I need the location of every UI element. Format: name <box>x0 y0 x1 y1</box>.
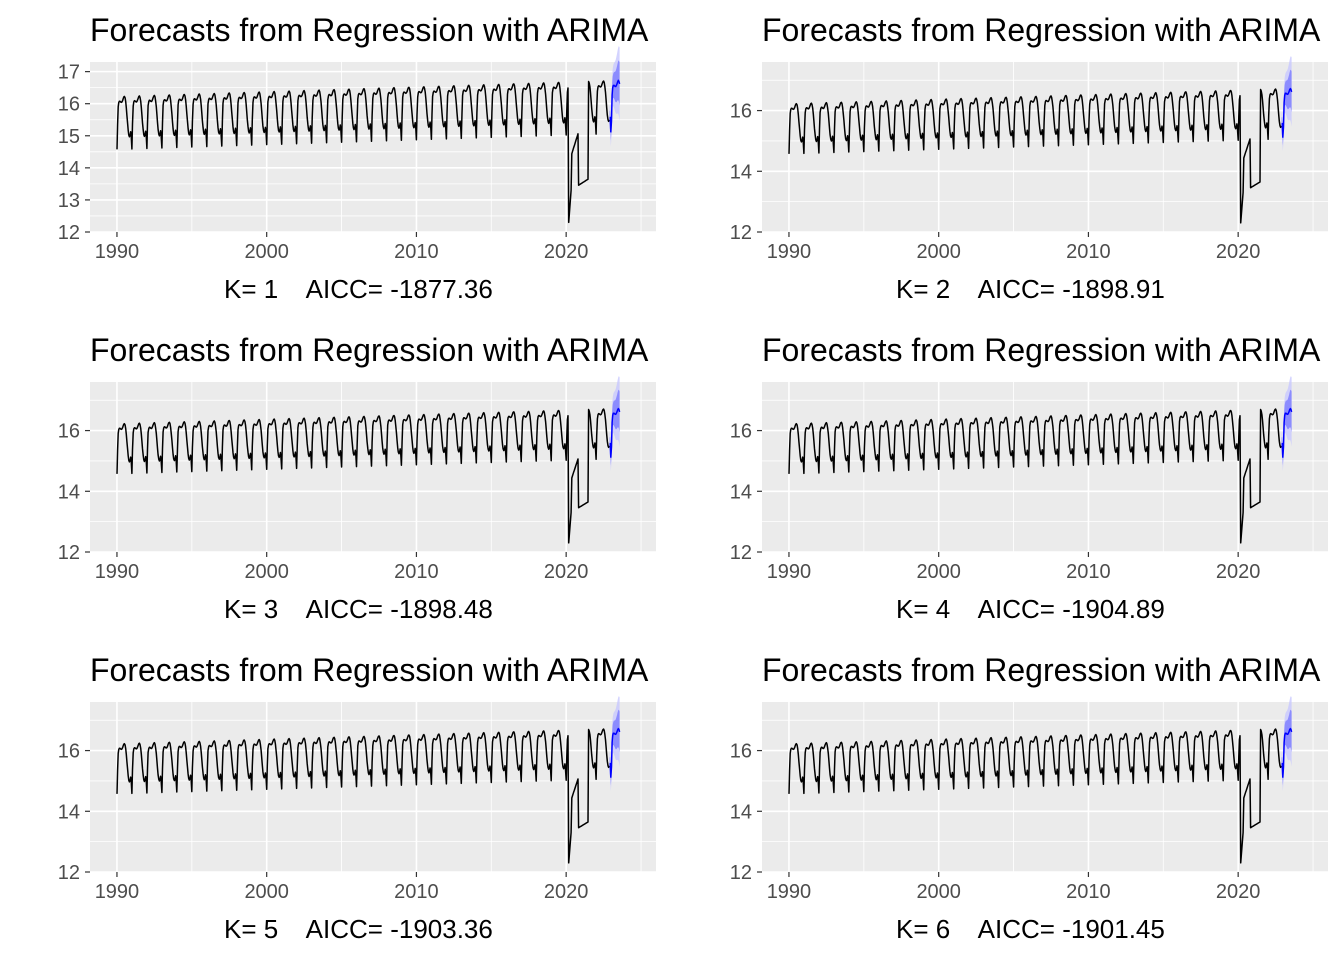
x-tick-label: 1990 <box>767 881 812 903</box>
plot-background <box>762 702 1328 872</box>
y-tick-label: 17 <box>58 62 80 84</box>
panel-1-caption: K= 1 AICC= -1877.36 <box>224 274 493 304</box>
panel-5-caption: K= 5 AICC= -1903.36 <box>224 914 493 944</box>
y-tick-label: 16 <box>58 94 80 116</box>
plot-background <box>762 62 1328 232</box>
y-tick-label: 14 <box>58 801 80 823</box>
panel-5-chart: 12 14 16 1990 2000 2010 2020 <box>58 696 656 903</box>
history-series-line <box>788 88 1282 224</box>
forecast-interval-80 <box>1281 709 1292 786</box>
x-tick-label: 2000 <box>916 561 961 583</box>
panel-2-chart: 12 14 16 1990 2000 2010 2020 <box>730 56 1328 263</box>
panel-2-caption: K= 2 AICC= -1898.91 <box>896 274 1165 304</box>
y-tick-label: 12 <box>58 862 80 884</box>
forecast-mean-line <box>1281 407 1293 458</box>
panel-4-caption: K= 4 AICC= -1904.89 <box>896 594 1165 624</box>
panel-1: Forecasts from Regression with ARIMA 12 1… <box>0 0 672 320</box>
x-tick-label: 2020 <box>544 881 589 903</box>
history-series-line <box>116 728 610 864</box>
x-tick-label: 2000 <box>244 241 289 263</box>
x-tick-label: 1990 <box>95 241 140 263</box>
panel-5: Forecasts from Regression with ARIMA 12 1… <box>0 640 672 960</box>
x-tick-label: 2020 <box>1216 561 1261 583</box>
x-tick-label: 2020 <box>544 241 589 263</box>
y-tick-label: 14 <box>58 158 80 180</box>
panel-6-caption: K= 6 AICC= -1901.45 <box>896 914 1165 944</box>
y-tick-label: 12 <box>58 222 80 244</box>
y-tick-label: 16 <box>730 741 752 763</box>
plot-background <box>90 62 656 232</box>
y-tick-label: 12 <box>58 542 80 564</box>
forecast-interval-80 <box>609 60 620 141</box>
forecast-interval-80 <box>609 389 620 466</box>
x-tick-label: 2000 <box>244 881 289 903</box>
y-tick-label: 13 <box>58 190 80 212</box>
panel-4-title: Forecasts from Regression with ARIMA <box>762 332 1321 368</box>
y-tick-label: 15 <box>58 126 80 148</box>
x-tick-label: 1990 <box>767 241 812 263</box>
y-tick-label: 12 <box>730 862 752 884</box>
x-tick-label: 2010 <box>1066 241 1111 263</box>
y-tick-label: 14 <box>730 161 752 183</box>
y-tick-label: 16 <box>730 421 752 443</box>
panel-3-caption: K= 3 AICC= -1898.48 <box>224 594 493 624</box>
panel-2: Forecasts from Regression with ARIMA 12 1… <box>672 0 1344 320</box>
history-series-line <box>116 408 610 544</box>
x-tick-label: 2000 <box>916 241 961 263</box>
x-tick-label: 2000 <box>916 881 961 903</box>
x-tick-label: 1990 <box>767 561 812 583</box>
y-tick-label: 14 <box>730 801 752 823</box>
panel-2-title: Forecasts from Regression with ARIMA <box>762 12 1321 48</box>
panel-1-title: Forecasts from Regression with ARIMA <box>90 12 649 48</box>
forecast-mean-line <box>609 407 621 458</box>
plot-background <box>90 702 656 872</box>
panel-6-chart: 12 14 16 1990 2000 2010 2020 <box>730 696 1328 903</box>
panel-5-title: Forecasts from Regression with ARIMA <box>90 652 649 688</box>
forecast-interval-80 <box>1281 69 1292 146</box>
panel-1-chart: 12 13 14 15 16 17 1990 2000 2010 2020 <box>58 46 656 263</box>
y-tick-label: 14 <box>58 481 80 503</box>
x-tick-label: 2010 <box>1066 561 1111 583</box>
x-tick-label: 2010 <box>394 241 439 263</box>
y-tick-label: 16 <box>730 101 752 123</box>
panel-3: Forecasts from Regression with ARIMA 12 1… <box>0 320 672 640</box>
x-tick-label: 2000 <box>244 561 289 583</box>
x-tick-label: 1990 <box>95 881 140 903</box>
y-tick-label: 16 <box>58 741 80 763</box>
x-tick-label: 2010 <box>1066 881 1111 903</box>
y-tick-label: 12 <box>730 542 752 564</box>
forecast-mean-line <box>609 727 621 778</box>
x-tick-label: 1990 <box>95 561 140 583</box>
x-tick-label: 2020 <box>544 561 589 583</box>
panel-3-title: Forecasts from Regression with ARIMA <box>90 332 649 368</box>
panel-3-chart: 12 14 16 1990 2000 2010 2020 <box>58 376 656 583</box>
history-series-line <box>116 80 610 224</box>
panel-6-title: Forecasts from Regression with ARIMA <box>762 652 1321 688</box>
forecast-mean-line <box>1281 87 1293 138</box>
history-series-line <box>788 408 1282 544</box>
x-tick-label: 2010 <box>394 561 439 583</box>
forecast-mean-line <box>609 79 621 133</box>
forecast-interval-80 <box>1281 389 1292 466</box>
x-tick-label: 2010 <box>394 881 439 903</box>
panel-4-chart: 12 14 16 1990 2000 2010 2020 <box>730 376 1328 583</box>
y-tick-label: 12 <box>730 222 752 244</box>
x-tick-label: 2020 <box>1216 241 1261 263</box>
history-series-line <box>788 728 1282 864</box>
y-tick-label: 14 <box>730 481 752 503</box>
panel-6: Forecasts from Regression with ARIMA 12 1… <box>672 640 1344 960</box>
plot-background <box>762 382 1328 552</box>
forecast-mean-line <box>1281 727 1293 778</box>
x-tick-label: 2020 <box>1216 881 1261 903</box>
panel-4: Forecasts from Regression with ARIMA 12 1… <box>672 320 1344 640</box>
forecast-interval-80 <box>609 709 620 786</box>
y-tick-label: 16 <box>58 421 80 443</box>
plot-background <box>90 382 656 552</box>
